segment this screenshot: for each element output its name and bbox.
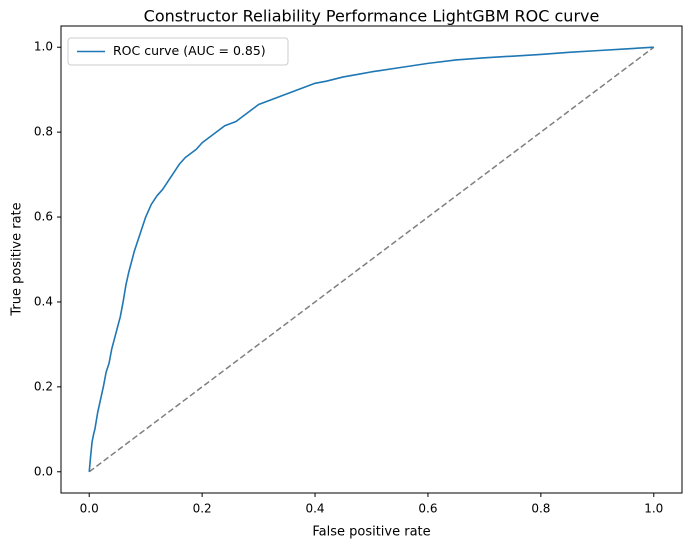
chance-diagonal-line: [88, 46, 655, 473]
y-tick-label: 0.4: [34, 294, 53, 308]
x-tick-label: 0.4: [305, 502, 324, 516]
x-tick-label: 0.6: [418, 502, 437, 516]
x-tick-label: 0.0: [80, 502, 99, 516]
plot-area-frame: [60, 25, 683, 494]
chart-title: Constructor Reliability Performance Ligh…: [144, 7, 600, 26]
y-axis-label: True positive rate: [10, 202, 25, 316]
y-tick-label: 1.0: [34, 40, 53, 54]
legend-label-roc: ROC curve (AUC = 0.85): [113, 43, 266, 58]
y-tick-label: 0.2: [34, 379, 53, 393]
y-tick-label: 0.8: [34, 125, 53, 139]
x-axis-label: False positive rate: [312, 525, 430, 540]
x-tick-label: 0.2: [193, 502, 212, 516]
x-tick-label: 0.8: [531, 502, 550, 516]
legend: ROC curve (AUC = 0.85): [67, 37, 289, 66]
roc-curve-line: [88, 46, 654, 472]
legend-box: [67, 37, 289, 66]
x-tick-label: 1.0: [644, 502, 663, 516]
y-tick-label: 0.6: [34, 210, 53, 224]
y-tick-label: 0.0: [34, 464, 53, 478]
